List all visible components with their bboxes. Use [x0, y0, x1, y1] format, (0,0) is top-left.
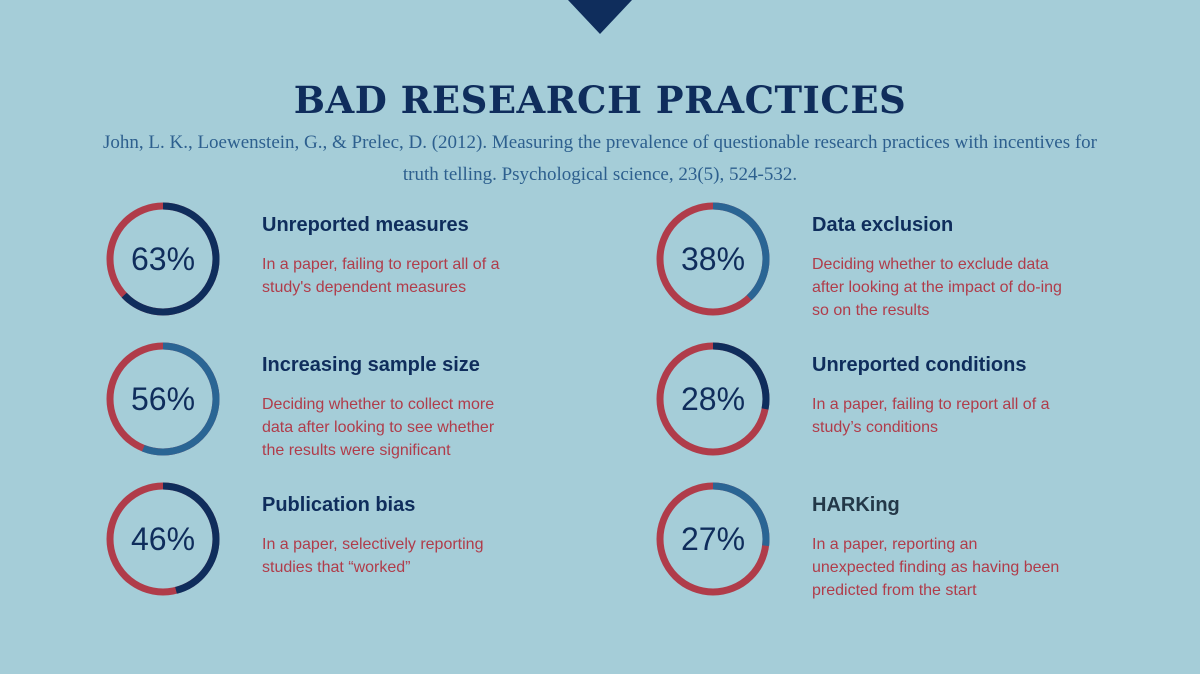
stat-description: Deciding whether to collect more data af… [262, 396, 495, 459]
donut-svg: 28% [656, 342, 770, 456]
stat-title: Increasing sample size [262, 354, 480, 376]
stat-description: Deciding whether to exclude data after l… [812, 256, 1062, 319]
donut-value-arc [106, 202, 220, 316]
stat-title: Unreported measures [262, 214, 469, 236]
stat-description: In a paper, reporting an unexpected find… [812, 536, 1060, 599]
stat-item-harking: 27% HARKing In a paper, reporting an une… [654, 480, 1200, 610]
donut-value-arc [106, 342, 220, 456]
page-title: BAD RESEARCH PRACTICES [293, 78, 907, 122]
stat-description: In a paper, failing to report all of a s… [812, 396, 1050, 436]
donut-chart: 46% [104, 480, 222, 598]
stat-description: In a paper, failing to report all of a s… [262, 256, 500, 296]
donut-value-label: 28% [681, 381, 745, 417]
donut-svg: 27% [656, 482, 770, 596]
donut-value-arc [656, 202, 770, 316]
stat-description: In a paper, selectively reporting studie… [262, 536, 484, 576]
donut-value-label: 46% [131, 521, 195, 557]
donut-value-label: 27% [681, 521, 745, 557]
stat-title: Data exclusion [812, 214, 954, 236]
donut-chart: 38% [654, 200, 772, 318]
stat-item-increasing-sample-size: 56% Increasing sample size Deciding whet… [104, 340, 664, 470]
donut-value-label: 38% [681, 241, 745, 277]
donut-value-label: 56% [131, 381, 195, 417]
stat-title: Publication bias [262, 494, 416, 516]
stat-item-publication-bias: 46% Publication bias In a paper, selecti… [104, 480, 664, 610]
top-triangle-marker [568, 0, 632, 34]
donut-chart: 56% [104, 340, 222, 458]
stat-title: Unreported conditions [812, 354, 1027, 376]
stat-item-unreported-measures: 63% Unreported measures In a paper, fail… [104, 200, 664, 330]
donut-svg: 63% [106, 202, 220, 316]
donut-svg: 46% [106, 482, 220, 596]
stat-item-unreported-conditions: 28% Unreported conditions In a paper, fa… [654, 340, 1200, 470]
citation: John, L. K., Loewenstein, G., & Prelec, … [102, 132, 1097, 185]
donut-chart: 63% [104, 200, 222, 318]
stat-title: HARKing [812, 494, 900, 516]
donut-value-arc [656, 482, 770, 596]
donut-value-label: 63% [131, 241, 195, 277]
donut-value-arc [106, 482, 220, 596]
donut-chart: 28% [654, 340, 772, 458]
donut-svg: 38% [656, 202, 770, 316]
donut-svg: 56% [106, 342, 220, 456]
stat-item-data-exclusion: 38% Data exclusion Deciding whether to e… [654, 200, 1200, 330]
donut-value-arc [656, 342, 770, 456]
donut-chart: 27% [654, 480, 772, 598]
